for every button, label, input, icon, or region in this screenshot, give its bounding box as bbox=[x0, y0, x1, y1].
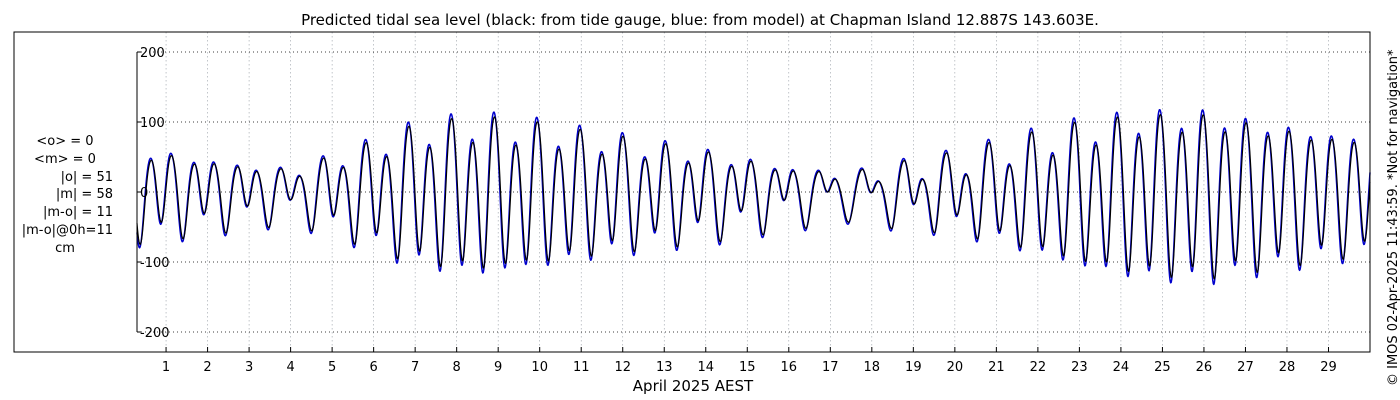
stat-abs-obs: |o| = 51 bbox=[60, 169, 113, 185]
x-tick-label: 21 bbox=[988, 360, 1005, 375]
x-tick-label: 7 bbox=[411, 360, 419, 375]
x-tick-label: 14 bbox=[697, 360, 714, 375]
stat-mean-model: <m> = 0 bbox=[34, 151, 96, 167]
x-tick-label: 19 bbox=[905, 360, 922, 375]
stat-unit: cm bbox=[55, 240, 75, 256]
credit-text: © IMOS 02-Apr-2025 11:43:59. *Not for na… bbox=[1386, 49, 1400, 386]
x-tick-label: 13 bbox=[656, 360, 673, 375]
x-tick-label: 20 bbox=[947, 360, 964, 375]
stat-abs-diff-0h: |m-o|@0h=11 bbox=[21, 222, 113, 238]
x-tick-label: 11 bbox=[573, 360, 590, 375]
x-tick-label: 10 bbox=[531, 360, 548, 375]
x-tick-label: 25 bbox=[1154, 360, 1171, 375]
x-tick-label: 1 bbox=[162, 360, 170, 375]
series-line-model bbox=[136, 108, 1371, 286]
x-tick-label: 3 bbox=[245, 360, 253, 375]
x-tick-label: 27 bbox=[1237, 360, 1254, 375]
statistics-panel: <o> = 0 <m> = 0 |o| = 51 |m| = 58 |m-o| … bbox=[0, 133, 130, 258]
y-tick-label: 0 bbox=[140, 186, 148, 201]
x-tick-label: 4 bbox=[286, 360, 294, 375]
y-tick-label: 100 bbox=[140, 116, 165, 131]
stat-abs-model: |m| = 58 bbox=[55, 187, 113, 203]
x-tick-label: 17 bbox=[822, 360, 839, 375]
x-tick-label: 18 bbox=[864, 360, 881, 375]
x-tick-label: 28 bbox=[1279, 360, 1296, 375]
grid-lines bbox=[137, 32, 1370, 352]
x-tick-label: 24 bbox=[1113, 360, 1130, 375]
series-layer bbox=[136, 108, 1371, 286]
stat-abs-diff: |m-o| = 11 bbox=[42, 205, 113, 221]
x-tick-label: 8 bbox=[453, 360, 461, 375]
x-tick-label: 26 bbox=[1196, 360, 1213, 375]
x-tick-label: 9 bbox=[494, 360, 502, 375]
x-tick-label: 23 bbox=[1071, 360, 1088, 375]
chart-title: Predicted tidal sea level (black: from t… bbox=[301, 11, 1099, 29]
x-tick-label: 5 bbox=[328, 360, 336, 375]
axes-frame bbox=[13, 31, 1371, 353]
x-tick-label: 16 bbox=[781, 360, 798, 375]
y-tick-label: 200 bbox=[140, 46, 165, 61]
y-tick-label: -100 bbox=[140, 256, 170, 271]
stat-mean-obs: <o> = 0 bbox=[36, 134, 94, 149]
x-tick-label: 22 bbox=[1030, 360, 1047, 375]
x-axis-label: April 2025 AEST bbox=[633, 377, 754, 395]
x-tick-label: 12 bbox=[614, 360, 631, 375]
x-tick-label: 2 bbox=[203, 360, 211, 375]
plot-frame bbox=[13, 31, 1371, 353]
x-tick-label: 6 bbox=[369, 360, 377, 375]
y-tick-label: -200 bbox=[140, 326, 170, 341]
x-tick-label: 29 bbox=[1320, 360, 1337, 375]
series-line-tide-gauge bbox=[136, 113, 1371, 280]
x-tick-label: 15 bbox=[739, 360, 756, 375]
